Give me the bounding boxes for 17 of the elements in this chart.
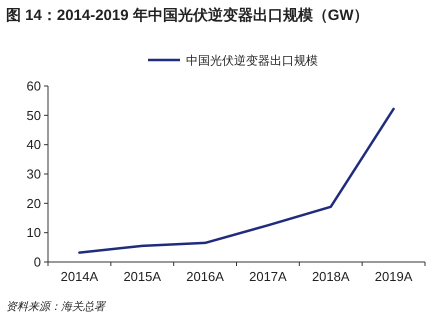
x-tick-label: 2014A: [60, 269, 99, 284]
y-tick-label: 60: [26, 78, 41, 94]
x-tick-label: 2018A: [312, 269, 350, 284]
x-tick-label: 2017A: [249, 269, 288, 284]
x-tick-label: 2016A: [186, 269, 224, 284]
line-series: [78, 108, 395, 254]
legend-label: 中国光伏逆变器出口规模: [186, 54, 318, 68]
text: 资料来源：海关总署: [6, 300, 106, 313]
y-tick-label: 20: [26, 196, 41, 211]
x-tick-label: 2015A: [123, 269, 162, 284]
y-tick-label: 50: [26, 108, 41, 123]
y-tick-label: 40: [26, 137, 41, 152]
y-tick-label: 0: [34, 254, 41, 270]
y-tick-label: 10: [26, 225, 41, 240]
y-tick-label: 30: [26, 166, 41, 182]
chart-title: 图 14：2014-2019 年中国光伏逆变器出口规模（GW）: [6, 6, 369, 24]
x-tick-label: 2019A: [374, 269, 413, 284]
